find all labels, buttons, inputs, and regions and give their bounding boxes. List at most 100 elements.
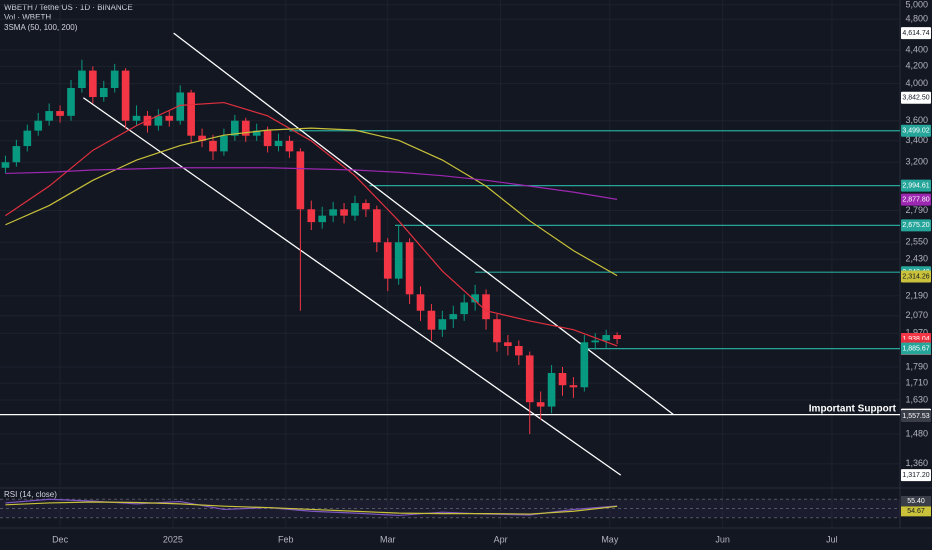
candle-body (296, 151, 305, 210)
candle-body (504, 342, 512, 346)
y-tick-label: 4,000 (905, 78, 928, 88)
candle-body (362, 203, 370, 210)
price-tag-label: 3,842.50 (902, 95, 929, 102)
price-tag (901, 270, 931, 283)
ma-line (5, 167, 618, 200)
rsi-tag-label: 55.40 (907, 498, 925, 505)
candle-body (449, 314, 458, 320)
candle-body (187, 92, 195, 136)
candle-body (241, 120, 250, 136)
candle-body (34, 120, 43, 131)
x-tick-label: Dec (52, 534, 69, 544)
candle-body (514, 345, 523, 356)
candle-body (580, 342, 589, 388)
candle-body (427, 310, 436, 330)
candle-body (154, 115, 163, 126)
candle-body (394, 242, 403, 279)
y-tick-label: 2,190 (905, 290, 928, 300)
candle-body (482, 294, 490, 320)
y-tick-label: 4,200 (905, 61, 928, 71)
price-tag (901, 342, 931, 355)
candle-body (591, 340, 600, 343)
rsi-title: RSI (14, close) (4, 490, 57, 499)
y-tick-label: 4,800 (905, 14, 928, 24)
price-tag-label: 1,317.20 (902, 472, 929, 479)
y-tick-label: 5,000 (905, 0, 928, 9)
candle-body (78, 70, 86, 88)
legend-line: 3SMA (50, 100, 200) (4, 23, 78, 32)
rsi-line (5, 501, 618, 515)
price-tag (901, 91, 931, 104)
y-tick-label: 2,070 (905, 310, 928, 320)
candle-body (416, 294, 425, 311)
candle-body (285, 140, 294, 152)
price-tag-label: 1,885.67 (902, 346, 929, 353)
rsi-tag-label: 54.67 (907, 508, 925, 515)
candle-body (613, 335, 621, 340)
candle-body (198, 135, 206, 141)
candle-body (220, 135, 228, 152)
x-tick-label: Jun (715, 534, 730, 544)
x-tick-label: Jul (826, 534, 838, 544)
candle-body (525, 355, 534, 403)
candle-body (67, 87, 75, 116)
price-tag-label: 1,938.04 (902, 336, 929, 343)
y-tick-label: 3,400 (905, 135, 928, 145)
candle-body (231, 120, 239, 136)
candle-body (372, 209, 381, 243)
annotation: Important Support (809, 403, 897, 414)
candle-body (209, 140, 217, 152)
x-tick-label: Feb (278, 534, 294, 544)
candle-body (405, 242, 414, 295)
candle-body (536, 402, 545, 407)
price-tag-label: 2,675.20 (902, 222, 929, 229)
candle-body (493, 319, 501, 343)
x-tick-label: May (601, 534, 619, 544)
ma-line (5, 101, 618, 347)
x-tick-label: Mar (380, 534, 396, 544)
ma-line (5, 127, 618, 277)
candle-body (471, 294, 479, 303)
y-tick-label: 2,430 (905, 254, 928, 264)
candle-body (340, 209, 348, 216)
candle-body (274, 140, 283, 147)
x-tick-label: Apr (494, 534, 508, 544)
candle-body (132, 115, 141, 121)
candle-body (547, 372, 556, 407)
candle-body (383, 242, 392, 279)
price-tag (901, 124, 931, 137)
price-tag-label: 2,877.80 (902, 196, 929, 203)
candle-body (602, 335, 611, 341)
candle-body (176, 92, 185, 121)
y-tick-label: 4,400 (905, 44, 928, 54)
price-tag (901, 410, 931, 423)
rsi-tag (901, 506, 931, 517)
price-tag (901, 219, 931, 232)
price-tag-label: 4,614.74 (902, 30, 929, 37)
y-tick-label: 1,360 (905, 458, 928, 468)
candle-body (351, 203, 359, 216)
candle-body (89, 70, 97, 98)
chart-title: WBETH / TetherUS · 1D · BINANCE (4, 3, 133, 12)
candle-body (329, 209, 337, 216)
price-tag (901, 179, 931, 192)
trendline (83, 97, 622, 476)
y-tick-label: 3,600 (905, 115, 928, 125)
price-tag (901, 193, 931, 206)
price-tag (901, 27, 931, 40)
y-tick-label: 1,710 (905, 378, 928, 388)
candle-body (110, 70, 119, 88)
y-tick-label: 3,200 (905, 157, 928, 167)
y-tick-label: 1,790 (905, 361, 928, 371)
price-tag (901, 469, 931, 482)
price-tag-label: 1,557.53 (902, 413, 929, 420)
rsi-tag (901, 496, 931, 507)
trendline (173, 32, 674, 416)
y-tick-label: 2,550 (905, 237, 928, 247)
candle-body (45, 111, 53, 121)
candle-body (460, 302, 469, 315)
candle-body (121, 70, 130, 121)
x-tick-label: 2025 (163, 534, 183, 544)
candle-body (12, 146, 21, 163)
